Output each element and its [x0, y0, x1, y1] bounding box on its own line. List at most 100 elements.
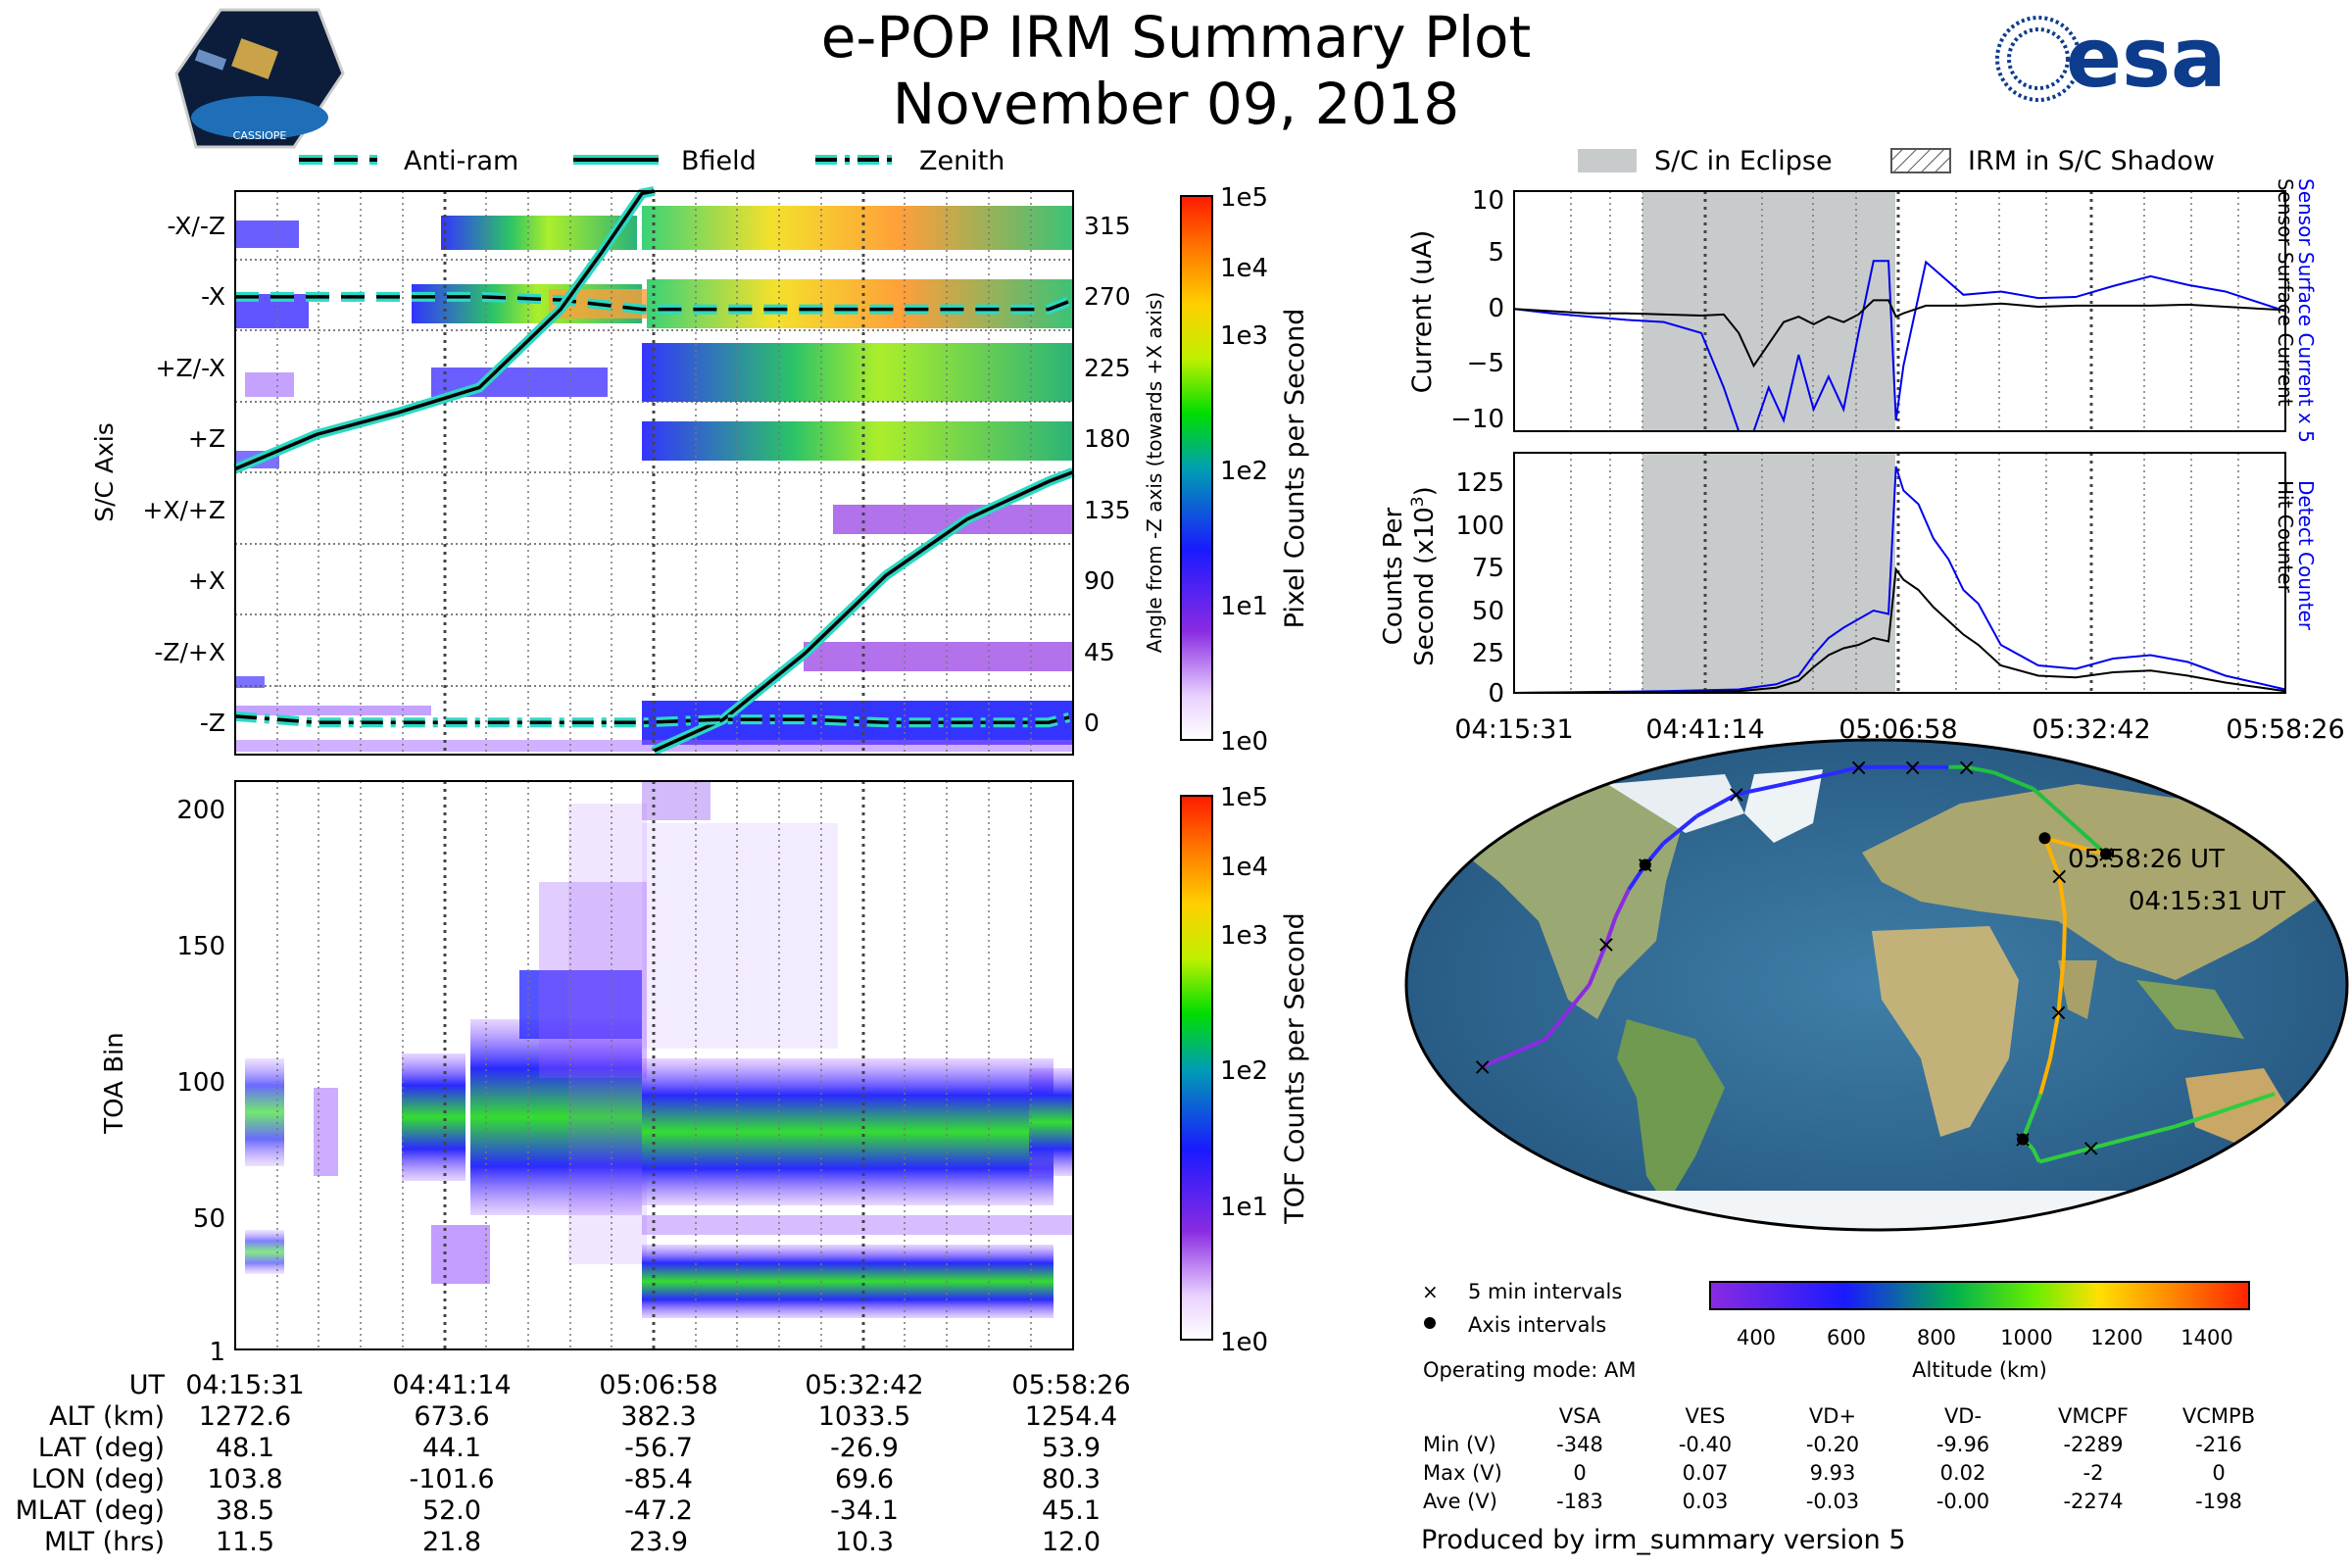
- volt-cell: -2: [2083, 1461, 2104, 1485]
- pixel-cbar-tick: 1e3: [1220, 321, 1268, 351]
- volt-cell: 0: [2212, 1461, 2225, 1485]
- track-segment: [2031, 1147, 2041, 1163]
- current-line-sensor: [1513, 299, 2286, 368]
- tof-cbar-tick: 1e4: [1220, 853, 1268, 882]
- eph-lat: 44.1: [422, 1433, 481, 1463]
- track-segment: [2042, 837, 2062, 877]
- map-label-start: 04:15:31 UT: [2129, 887, 2285, 916]
- volt-col: VD+: [1809, 1404, 1856, 1428]
- dot-marker-icon: [1424, 1317, 1436, 1329]
- volt-row-label: Ave (V): [1423, 1490, 1497, 1513]
- track-axis-marker: [2017, 1133, 2030, 1146]
- direction-curves: [233, 186, 1075, 756]
- eph-mlt: 23.9: [629, 1527, 688, 1557]
- pixel-cbar-tick: 1e2: [1220, 457, 1268, 486]
- eph-time: 05:58:26: [1011, 1370, 1130, 1400]
- pixel-colorbar: 1e5 1e4 1e3 1e2 1e1 1e0 Pixel Counts per…: [1180, 183, 1310, 757]
- eph-time: 05:06:58: [599, 1370, 717, 1400]
- alt-tick: 800: [1917, 1326, 1956, 1349]
- toa-ylabel: TOA Bin: [100, 1032, 129, 1134]
- counts-right-blue: Detect Counter: [2294, 480, 2318, 631]
- eph-alt: 1272.6: [199, 1401, 291, 1432]
- volt-cell: 0.03: [1683, 1490, 1729, 1513]
- track-segment: [2090, 1124, 2177, 1151]
- eph-lat: 48.1: [216, 1433, 274, 1463]
- counts-ylabel-close: ): [1410, 486, 1440, 496]
- eph-mlat: 52.0: [422, 1495, 481, 1526]
- volt-cell: 9.93: [1810, 1461, 1856, 1485]
- counts-ylabel-main: Second (x10: [1410, 507, 1440, 666]
- axis-panel-right-label: Angle from -Z axis (towards +X axis): [1143, 292, 1166, 653]
- volt-cell: -0.00: [1936, 1490, 1989, 1513]
- footer-text: Produced by irm_summary version 5: [1421, 1525, 1906, 1555]
- tof-cbar-label: TOF Counts per Second: [1280, 912, 1310, 1225]
- count-line-hit: [1513, 566, 2286, 694]
- track-segment: [2043, 836, 2107, 857]
- track-segment: [2021, 1093, 2043, 1141]
- eph-lon: 80.3: [1042, 1464, 1101, 1494]
- track-segment: [2048, 1011, 2061, 1059]
- volt-cell: 0: [1573, 1461, 1586, 1485]
- tof-cbar-tick: 1e5: [1220, 783, 1268, 812]
- counts-ytick: 25: [1472, 639, 1504, 668]
- counts-ylabel-line1: Counts Per: [1379, 507, 1408, 645]
- track-segment: [1662, 814, 1698, 846]
- alt-tick: 400: [1737, 1326, 1776, 1349]
- count-line-detect: [1513, 466, 2286, 694]
- eph-mlt: 21.8: [422, 1527, 481, 1557]
- axis-panel-ylabel: S/C Axis: [90, 422, 119, 522]
- toa-ytick: 150: [176, 932, 225, 961]
- volt-cell: -2289: [2063, 1433, 2123, 1456]
- pixel-cbar-tick: 1e0: [1220, 727, 1268, 757]
- track-segment: [1966, 764, 1995, 775]
- cassiope-logo: CASSIOPE: [174, 8, 345, 149]
- toa-ytick: 200: [176, 796, 225, 825]
- eph-mlat: 45.1: [1042, 1495, 1101, 1526]
- volt-cell: 0.07: [1683, 1461, 1729, 1485]
- volt-row-label: Max (V): [1423, 1461, 1502, 1485]
- eph-mlat: -34.1: [830, 1495, 899, 1526]
- current-ylabel: Current (uA): [1407, 230, 1438, 394]
- legend-bfield: Bfield: [681, 146, 757, 176]
- alt-tick: 1400: [2180, 1326, 2232, 1349]
- track-segment: [1837, 764, 1860, 775]
- counts-xtick: 05:58:26: [2226, 714, 2344, 745]
- current-ytick: −5: [1467, 349, 1504, 378]
- legend-right: S/C in Eclipse IRM in S/C Shadow: [1578, 146, 2215, 176]
- esa-logo-text: esa: [2066, 10, 2227, 106]
- voltage-table: VSA VES VD+ VD- VMCPF VCMPB Min (V) Max …: [1423, 1404, 2255, 1513]
- tof-cbar-tick: 1e3: [1220, 921, 1268, 951]
- eph-header: UT: [129, 1370, 166, 1400]
- eph-lat: -56.7: [624, 1433, 693, 1463]
- counts-ytick: 50: [1472, 597, 1504, 626]
- eph-mlat: 38.5: [216, 1495, 274, 1526]
- toa-yticks: 200 150 100 50 1: [176, 796, 225, 1367]
- tof-cbar-tick: 1e0: [1220, 1328, 1268, 1357]
- current-ytick: 5: [1488, 238, 1504, 268]
- volt-col: VCMPB: [2182, 1404, 2255, 1428]
- eph-lon: 69.6: [835, 1464, 894, 1494]
- track-axis-marker: [2099, 848, 2112, 860]
- page-title: e-POP IRM Summary Plot: [821, 4, 1532, 71]
- world-map: ×××××××××××× 05:58:26 UT 04:15:31 UT: [1404, 738, 2349, 1232]
- row-label: -X: [201, 282, 225, 311]
- row-label: +X/+Z: [142, 496, 225, 524]
- counts-ytick: 100: [1455, 512, 1504, 541]
- eph-time: 05:32:42: [805, 1370, 923, 1400]
- eph-lon: -101.6: [409, 1464, 494, 1494]
- track-segment: [1481, 1037, 1546, 1069]
- angle-tick: 315: [1084, 212, 1131, 240]
- curve-zenith: [234, 714, 1074, 725]
- tof-colorbar: 1e5 1e4 1e3 1e2 1e1 1e0 TOF Counts per S…: [1180, 783, 1310, 1357]
- map-legend-5min: 5 min intervals: [1468, 1280, 1622, 1303]
- angle-tick: 270: [1084, 282, 1131, 311]
- curve-bfield: [234, 189, 655, 471]
- volt-cell: -198: [2195, 1490, 2242, 1513]
- track-5min-marker: ×: [2048, 999, 2068, 1026]
- eph-alt: 1254.4: [1025, 1401, 1117, 1432]
- counts-ylabel-line2: Second (x103): [1408, 486, 1440, 666]
- toa-time-gridlines: [276, 781, 1032, 1349]
- track-segment: [2038, 1057, 2053, 1095]
- toa-ytick: 50: [193, 1204, 225, 1234]
